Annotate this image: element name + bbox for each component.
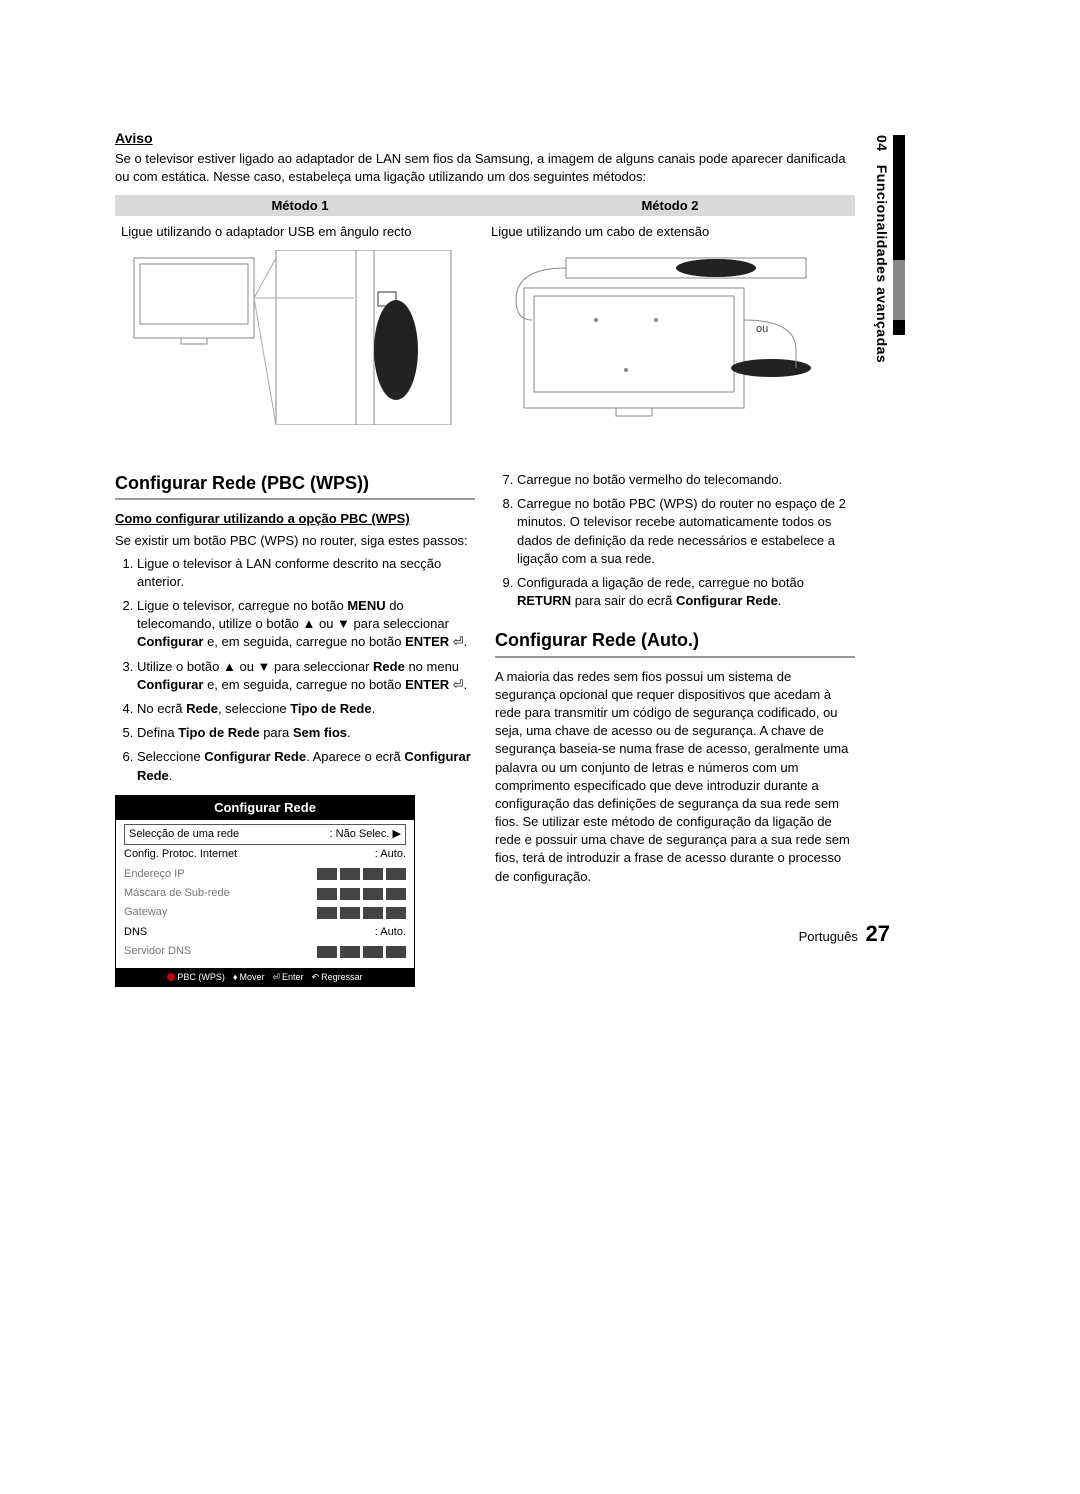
ip-block: [340, 888, 360, 900]
step-item: Seleccione Configurar Rede. Aparece o ec…: [137, 748, 475, 784]
menu-row: Máscara de Sub-rede: [124, 884, 406, 903]
step-item: Carregue no botão vermelho do telecomand…: [517, 471, 855, 489]
ip-block: [317, 888, 337, 900]
method-1-header: Método 1: [115, 195, 485, 216]
aviso-text: Se o televisor estiver ligado ao adaptad…: [115, 150, 855, 185]
step-item: Carregue no botão PBC (WPS) do router no…: [517, 495, 855, 568]
section-title-auto: Configurar Rede (Auto.): [495, 628, 855, 657]
ip-block: [363, 907, 383, 919]
footer-language: Português: [799, 929, 858, 944]
menu-row-label: Gateway: [124, 905, 167, 920]
menu-row-value: : Não Selec. ▶: [330, 827, 401, 842]
menu-row: Endereço IP: [124, 865, 406, 884]
tv-extension-cable-diagram: ou: [496, 250, 826, 425]
aviso-heading: Aviso: [115, 130, 965, 146]
ip-block: [317, 868, 337, 880]
step-item: Utilize o botão ▲ ou ▼ para seleccionar …: [137, 658, 475, 694]
menu-row: DNS : Auto.: [124, 923, 406, 942]
section-title-pbc: Configurar Rede (PBC (WPS)): [115, 471, 475, 500]
menu-row-value: [317, 907, 406, 919]
ip-block: [386, 868, 406, 880]
side-chapter-label: 04 Funcionalidades avançadas: [874, 135, 890, 363]
menu-row-value: [317, 868, 406, 880]
red-dot-icon: [167, 973, 175, 981]
ip-block: [363, 868, 383, 880]
method-1: Método 1 Ligue utilizando o adaptador US…: [115, 195, 485, 427]
step-item: No ecrã Rede, seleccione Tipo de Rede.: [137, 700, 475, 718]
menu-footer: PBC (WPS) ♦ Mover ⏎ Enter ↶ Regressar: [116, 968, 414, 987]
ip-block: [386, 907, 406, 919]
manual-page: 04 Funcionalidades avançadas Aviso Se o …: [0, 0, 1080, 987]
arrow-right-icon: ▶: [393, 828, 401, 840]
method-2-diagram: ou: [491, 247, 831, 427]
content-columns: Configurar Rede (PBC (WPS)) Como configu…: [115, 471, 855, 987]
menu-row-label: Selecção de uma rede: [129, 827, 239, 842]
chapter-title: Funcionalidades avançadas: [874, 165, 890, 363]
footer-page-number: 27: [866, 921, 890, 946]
method-1-caption: Ligue utilizando o adaptador USB em ângu…: [115, 216, 485, 243]
pbc-subtitle: Como configurar utilizando a opção PBC (…: [115, 510, 475, 528]
auto-paragraph: A maioria das redes sem fios possui um s…: [495, 668, 855, 886]
ip-block: [386, 888, 406, 900]
pbc-intro: Se existir um botão PBC (WPS) no router,…: [115, 532, 475, 550]
menu-row: Servidor DNS: [124, 942, 406, 961]
step-item: Ligue o televisor, carregue no botão MEN…: [137, 597, 475, 652]
footer-pbc: PBC (WPS): [167, 971, 225, 984]
menu-row-label: Servidor DNS: [124, 944, 191, 959]
ip-block: [363, 888, 383, 900]
menu-row-label: Config. Protoc. Internet: [124, 847, 237, 862]
methods-table: Método 1 Ligue utilizando o adaptador US…: [115, 195, 855, 427]
method-2-header: Método 2: [485, 195, 855, 216]
menu-row-label: Máscara de Sub-rede: [124, 886, 230, 901]
footer-regressar: ↶ Regressar: [312, 971, 363, 984]
footer-enter: ⏎ Enter: [273, 971, 304, 984]
ip-block: [317, 907, 337, 919]
ou-label: ou: [756, 323, 768, 335]
menu-row-value: [317, 946, 406, 958]
configurar-rede-menu: Configurar Rede Selecção de uma rede : Nã…: [115, 795, 415, 988]
step-item: Configurada a ligação de rede, carregue …: [517, 574, 855, 610]
menu-row-label: DNS: [124, 925, 147, 940]
menu-row: Selecção de uma rede : Não Selec. ▶: [124, 824, 406, 845]
pbc-steps-cont: Carregue no botão vermelho do telecomand…: [495, 471, 855, 610]
pbc-steps: Ligue o televisor à LAN conforme descrit…: [115, 555, 475, 785]
ip-block: [340, 907, 360, 919]
side-tab-gray: [893, 260, 905, 320]
ip-block: [317, 946, 337, 958]
menu-row: Gateway: [124, 903, 406, 922]
menu-row: Config. Protoc. Internet : Auto.: [124, 845, 406, 864]
ip-block: [340, 868, 360, 880]
chapter-number: 04: [874, 135, 890, 152]
right-column: Carregue no botão vermelho do telecomand…: [495, 471, 855, 987]
footer-mover: ♦ Mover: [233, 971, 265, 984]
menu-row-value: : Auto.: [375, 925, 406, 940]
method-2-caption: Ligue utilizando um cabo de extensão: [485, 216, 855, 243]
menu-row-value: [317, 888, 406, 900]
menu-title: Configurar Rede: [116, 796, 414, 820]
menu-row-label: Endereço IP: [124, 867, 185, 882]
step-item: Defina Tipo de Rede para Sem fios.: [137, 724, 475, 742]
page-footer: Português 27: [799, 921, 890, 947]
left-column: Configurar Rede (PBC (WPS)) Como configu…: [115, 471, 475, 987]
method-2: Método 2 Ligue utilizando um cabo de ext…: [485, 195, 855, 427]
ip-block: [386, 946, 406, 958]
step-item: Ligue o televisor à LAN conforme descrit…: [137, 555, 475, 591]
method-1-diagram: [121, 247, 461, 427]
menu-body: Selecção de uma rede : Não Selec. ▶ Config…: [116, 820, 414, 968]
menu-row-value: : Auto.: [375, 847, 406, 862]
ip-block: [363, 946, 383, 958]
ip-block: [340, 946, 360, 958]
tv-usb-angle-diagram: [126, 250, 456, 425]
